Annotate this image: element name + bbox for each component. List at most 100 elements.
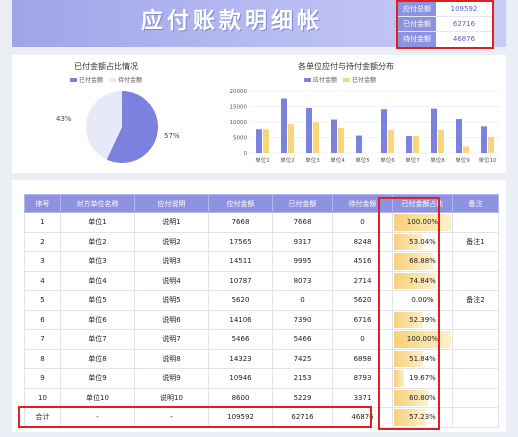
table-row: 1 单位1 说明1 7668 7668 0 100.00% (24, 212, 499, 233)
cell-paid: 7668 (272, 212, 333, 233)
ratio-value: 100.00% (406, 335, 439, 344)
bar-due (406, 136, 412, 153)
cell-due: 14511 (208, 251, 273, 272)
table-row: 8 单位8 说明8 14323 7425 6898 51.84% (24, 348, 499, 369)
ratio-cell: 0.00% (392, 290, 453, 311)
pie-label-paid: 57% (164, 132, 180, 140)
cell-desc: 说明2 (134, 231, 209, 252)
x-tick-label: 单位4 (330, 156, 345, 164)
table-panel: 序号 对方单位名称 应付说明 应付金额 已付金额 待付金额 已付金额占比 备注 … (12, 180, 506, 432)
cell-note: 备注2 (452, 290, 499, 311)
y-tick-label: 10000 (230, 120, 248, 126)
cell-desc: 说明5 (134, 290, 209, 311)
column-header: 已付金额占比 (392, 194, 453, 213)
ratio-cell: 52.39% (392, 309, 453, 330)
cell-desc: 说明7 (134, 329, 209, 350)
ratio-data-bar (394, 311, 423, 328)
cell-unit: 单位10 (60, 387, 135, 408)
cell-pending: 3371 (332, 387, 393, 408)
table-row: 3 单位3 说明3 14511 9995 4516 68.88% (24, 251, 499, 272)
bar-paid (488, 136, 494, 153)
summary-box: 应付总额 109592 已付金额 62716 待付金额 46876 (396, 0, 494, 49)
ratio-cell: 51.84% (392, 348, 453, 369)
ratio-cell: 100.00% (392, 212, 453, 233)
legend-item: 应付金额 (304, 75, 337, 84)
cell-due: 17565 (208, 231, 273, 252)
cell-desc: 说明1 (134, 212, 209, 233)
cell-unit: 单位9 (60, 368, 135, 389)
cell-note (452, 407, 499, 428)
summary-label: 已付金额 (398, 17, 436, 31)
summary-value: 109592 (450, 5, 478, 13)
x-tick-label: 单位6 (380, 156, 395, 164)
cell-no: 10 (24, 387, 61, 408)
y-tick-label: 15000 (230, 105, 248, 111)
column-header: 应付金额 (208, 194, 273, 213)
ratio-cell: 60.80% (392, 387, 453, 408)
y-tick-label: 0 (244, 151, 248, 157)
cell-desc: 说明3 (134, 251, 209, 272)
ratio-cell: 57.23% (392, 407, 453, 428)
cell-unit: 单位4 (60, 270, 135, 291)
cell-unit: 单位7 (60, 329, 135, 350)
payables-table: 序号 对方单位名称 应付说明 应付金额 已付金额 待付金额 已付金额占比 备注 … (24, 194, 499, 428)
ratio-cell: 100.00% (392, 329, 453, 350)
table-row: 4 单位4 说明4 10787 8073 2714 74.84% (24, 270, 499, 291)
ratio-value: 53.04% (409, 237, 436, 246)
ratio-cell: 19.67% (392, 368, 453, 389)
ratio-data-bar (394, 214, 451, 231)
summary-label: 应付总额 (398, 2, 436, 16)
cell-no: 合计 (24, 407, 61, 428)
cell-note (452, 348, 499, 369)
cell-due: 10787 (208, 270, 273, 291)
cell-due: 7668 (208, 212, 273, 233)
bar-paid (463, 146, 469, 153)
cell-desc: - (134, 407, 209, 428)
legend-swatch (343, 77, 351, 82)
ratio-cell: 74.84% (392, 270, 453, 291)
bar-due (331, 119, 337, 153)
ratio-value: 74.84% (409, 276, 436, 285)
bar-paid (263, 129, 269, 153)
pie-slice (106, 91, 158, 163)
summary-value: 62716 (452, 20, 476, 28)
column-header: 待付金额 (332, 194, 393, 213)
cell-no: 9 (24, 368, 61, 389)
cell-note (452, 368, 499, 389)
cell-paid: 62716 (272, 407, 333, 428)
bar-due (256, 129, 262, 153)
ratio-value: 0.00% (411, 296, 434, 305)
cell-pending: 46876 (332, 407, 393, 428)
cell-due: 10946 (208, 368, 273, 389)
table-total-row: 合计 - -109592 62716 46876 57.23% (24, 407, 499, 428)
summary-row-paid: 已付金额 62716 (398, 17, 492, 32)
ratio-data-bar (394, 233, 424, 250)
column-header: 应付说明 (134, 194, 209, 213)
ratio-data-bar (394, 350, 423, 367)
pie-chart (86, 91, 158, 163)
x-tick-label: 单位9 (455, 156, 470, 164)
cell-due: 8600 (208, 387, 273, 408)
cell-unit: 单位1 (60, 212, 135, 233)
bar-chart: 20000 15000 10000 5000 0 单位1 单位2 单位3 单位4 单位5 单位6 单位… (230, 89, 500, 164)
cell-pending: 6898 (332, 348, 393, 369)
cell-due: 5466 (208, 329, 273, 350)
cell-desc: 说明4 (134, 270, 209, 291)
cell-no: 6 (24, 309, 61, 330)
cell-pending: 0 (332, 212, 393, 233)
cell-paid: 9995 (272, 251, 333, 272)
ratio-value: 60.80% (409, 393, 436, 402)
bar-paid (338, 127, 344, 153)
cell-note (452, 270, 499, 291)
x-tick-label: 单位2 (280, 156, 295, 164)
column-header: 备注 (452, 194, 499, 213)
legend-label: 待付金额 (118, 77, 143, 84)
x-tick-label: 单位1 (255, 156, 270, 164)
cell-paid: 9317 (272, 231, 333, 252)
cell-no: 7 (24, 329, 61, 350)
cell-pending: 8248 (332, 231, 393, 252)
ratio-value: 51.84% (409, 354, 436, 363)
y-tick-label: 20000 (230, 89, 248, 95)
cell-desc: 说明6 (134, 309, 209, 330)
cell-pending: 5620 (332, 290, 393, 311)
